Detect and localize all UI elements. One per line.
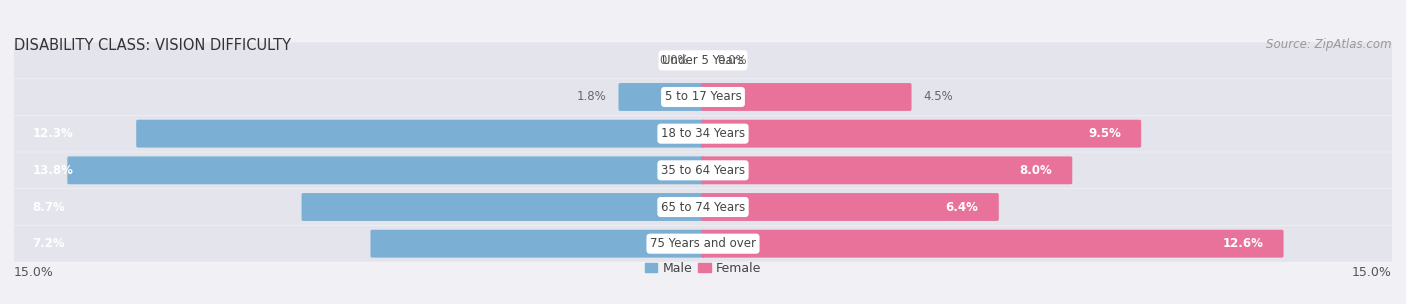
Text: 0.0%: 0.0% <box>717 54 747 67</box>
FancyBboxPatch shape <box>702 83 911 111</box>
Text: 6.4%: 6.4% <box>946 201 979 213</box>
FancyBboxPatch shape <box>702 120 1142 148</box>
Text: 12.3%: 12.3% <box>32 127 73 140</box>
Text: 18 to 34 Years: 18 to 34 Years <box>661 127 745 140</box>
Text: 5 to 17 Years: 5 to 17 Years <box>665 91 741 103</box>
Text: 7.2%: 7.2% <box>32 237 65 250</box>
Text: 75 Years and over: 75 Years and over <box>650 237 756 250</box>
FancyBboxPatch shape <box>370 230 704 257</box>
Text: 4.5%: 4.5% <box>924 91 953 103</box>
Legend: Male, Female: Male, Female <box>640 257 766 280</box>
Text: 35 to 64 Years: 35 to 64 Years <box>661 164 745 177</box>
Text: 12.6%: 12.6% <box>1222 237 1264 250</box>
Text: 0.0%: 0.0% <box>659 54 689 67</box>
Text: 8.0%: 8.0% <box>1019 164 1052 177</box>
FancyBboxPatch shape <box>619 83 704 111</box>
FancyBboxPatch shape <box>702 156 1073 184</box>
Text: 9.5%: 9.5% <box>1088 127 1121 140</box>
FancyBboxPatch shape <box>136 120 704 148</box>
Text: 8.7%: 8.7% <box>32 201 65 213</box>
FancyBboxPatch shape <box>11 79 1395 115</box>
Text: DISABILITY CLASS: VISION DIFFICULTY: DISABILITY CLASS: VISION DIFFICULTY <box>14 38 291 53</box>
Text: 15.0%: 15.0% <box>1353 266 1392 279</box>
Text: Source: ZipAtlas.com: Source: ZipAtlas.com <box>1267 38 1392 50</box>
Text: 13.8%: 13.8% <box>32 164 73 177</box>
Text: Under 5 Years: Under 5 Years <box>662 54 744 67</box>
FancyBboxPatch shape <box>702 230 1284 257</box>
FancyBboxPatch shape <box>11 116 1395 152</box>
FancyBboxPatch shape <box>11 152 1395 188</box>
Text: 65 to 74 Years: 65 to 74 Years <box>661 201 745 213</box>
FancyBboxPatch shape <box>11 226 1395 262</box>
Text: 1.8%: 1.8% <box>576 91 606 103</box>
Text: 15.0%: 15.0% <box>14 266 53 279</box>
FancyBboxPatch shape <box>67 156 704 184</box>
FancyBboxPatch shape <box>11 189 1395 225</box>
FancyBboxPatch shape <box>301 193 704 221</box>
FancyBboxPatch shape <box>11 42 1395 78</box>
FancyBboxPatch shape <box>702 193 998 221</box>
